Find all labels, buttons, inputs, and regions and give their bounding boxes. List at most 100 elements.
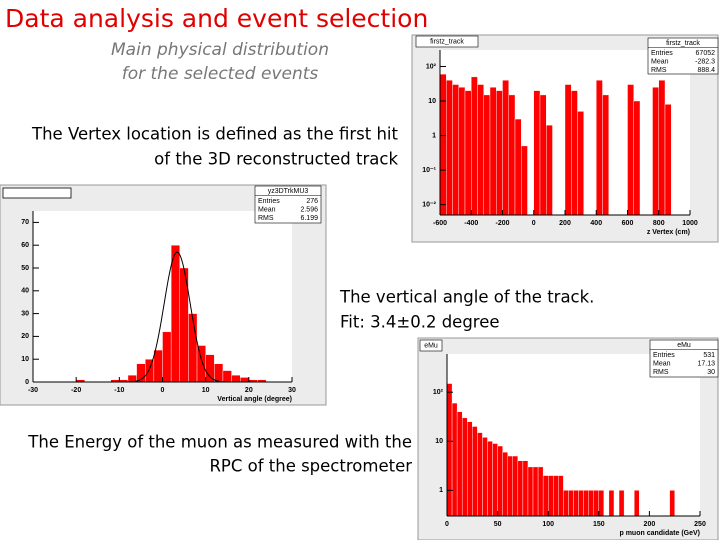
hist-bar — [568, 490, 574, 517]
hist-bar — [239, 377, 250, 383]
hist-bar — [527, 466, 534, 517]
caption: Fit: 3.4±0.2 degree — [340, 313, 500, 332]
x-tick-label: 150 — [593, 521, 605, 528]
hist-bar — [618, 490, 625, 517]
hist-bar — [456, 411, 463, 517]
x-tick-label: 10 — [202, 387, 210, 394]
hist-bar — [477, 432, 483, 517]
stats-box — [254, 185, 322, 224]
hist-bar — [477, 84, 484, 216]
y-tick-label: 10⁻² — [422, 201, 436, 208]
x-tick-label: 600 — [622, 220, 634, 227]
hist-bar — [162, 331, 172, 383]
hist-bar — [608, 490, 615, 517]
hist-bar — [461, 417, 468, 517]
x-tick-label: 100 — [542, 521, 554, 528]
hist-bar — [489, 87, 497, 216]
caption: The Energy of the muon as measured with … — [27, 433, 412, 452]
hist-title: firstz_track — [430, 38, 464, 45]
hist-bar — [452, 84, 459, 216]
caption: RPC of the spectrometer — [209, 457, 412, 476]
y-tick-label: 30 — [21, 310, 29, 317]
hist-bar — [222, 370, 232, 383]
hist-bar — [231, 374, 241, 383]
hist-bar — [205, 354, 215, 383]
stats-name: Mean — [653, 360, 671, 367]
hist-bar — [664, 104, 672, 216]
hist-bar — [564, 84, 572, 216]
hist-bar — [512, 455, 519, 517]
x-tick-label: -30 — [28, 387, 38, 394]
stats-value: 276 — [306, 198, 318, 205]
hist-bar — [537, 466, 544, 517]
x-tick-label: -20 — [71, 387, 81, 394]
hist-bar — [451, 402, 458, 517]
hist-bar — [634, 490, 640, 517]
hist-bar — [532, 466, 539, 517]
hist-bar — [578, 490, 584, 517]
hist-bar — [502, 80, 509, 216]
hist-bar — [446, 383, 453, 517]
caption: of the 3D reconstructed track — [154, 150, 398, 169]
stats-value: 67052 — [696, 50, 716, 57]
hist-bar — [471, 76, 478, 216]
stats-name: Entries — [651, 50, 673, 57]
subtitle: for the selected events — [122, 64, 319, 84]
caption: The vertical angle of the track. — [339, 288, 594, 307]
empty-box — [2, 187, 72, 199]
hist-bar — [633, 100, 641, 216]
stats-value: 2.596 — [300, 206, 318, 213]
hist-bar — [548, 475, 554, 517]
x-tick-label: 0 — [445, 521, 449, 528]
hist-bar — [627, 84, 634, 216]
x-tick-label: 400 — [590, 220, 602, 227]
stats-value: 888.4 — [697, 67, 715, 74]
stats-name: Mean — [651, 58, 669, 65]
hist-bar — [583, 490, 589, 517]
x-axis-label: Vertical angle (degree) — [217, 396, 292, 403]
stats-name: Entries — [653, 352, 675, 359]
stats-box — [649, 339, 719, 378]
y-tick-label: 20 — [21, 333, 29, 340]
hist-bar — [483, 94, 491, 216]
hist-bar — [196, 345, 206, 383]
hist-bar — [446, 80, 453, 216]
stats-name: RMS — [653, 369, 669, 376]
stats-title: yz3DTrkMU3 — [268, 188, 309, 195]
hist-bar — [496, 90, 503, 216]
hist-bar — [482, 437, 488, 517]
hist-bar — [439, 73, 447, 216]
hist-bar — [521, 145, 528, 216]
hist-bar — [563, 490, 569, 517]
x-tick-label: 800 — [653, 220, 665, 227]
y-tick-label: 70 — [21, 219, 29, 226]
hist-bar — [517, 460, 524, 517]
hist-bar — [487, 441, 493, 517]
stats-name: RMS — [258, 215, 274, 222]
y-tick-label: 10² — [426, 63, 437, 70]
hist-bar — [145, 359, 155, 383]
y-tick-label: 50 — [21, 265, 29, 272]
hist-bar — [214, 363, 224, 383]
x-axis-label: p muon candidate (GeV) — [619, 530, 700, 537]
title-box — [415, 35, 479, 48]
y-tick-label: 1 — [432, 132, 436, 139]
y-tick-label: 10² — [433, 389, 444, 396]
y-tick-label: 10 — [428, 98, 436, 105]
hist-bar — [508, 94, 516, 216]
subtitle: Main physical distribution — [111, 40, 329, 60]
hist-bar — [507, 455, 513, 517]
hist-bar — [492, 443, 498, 517]
x-tick-label: 200 — [644, 521, 656, 528]
y-tick-label: 60 — [21, 242, 29, 249]
hist-bar — [652, 87, 659, 216]
stats-title: eMu — [677, 342, 691, 349]
hist-bar — [571, 90, 578, 216]
stats-box — [647, 37, 719, 75]
stats-value: 531 — [703, 352, 715, 359]
x-tick-label: 0 — [532, 220, 536, 227]
hist-bar — [546, 124, 553, 216]
x-tick-label: -200 — [495, 220, 509, 227]
hist-bar — [153, 349, 163, 383]
x-tick-label: 0 — [161, 387, 165, 394]
